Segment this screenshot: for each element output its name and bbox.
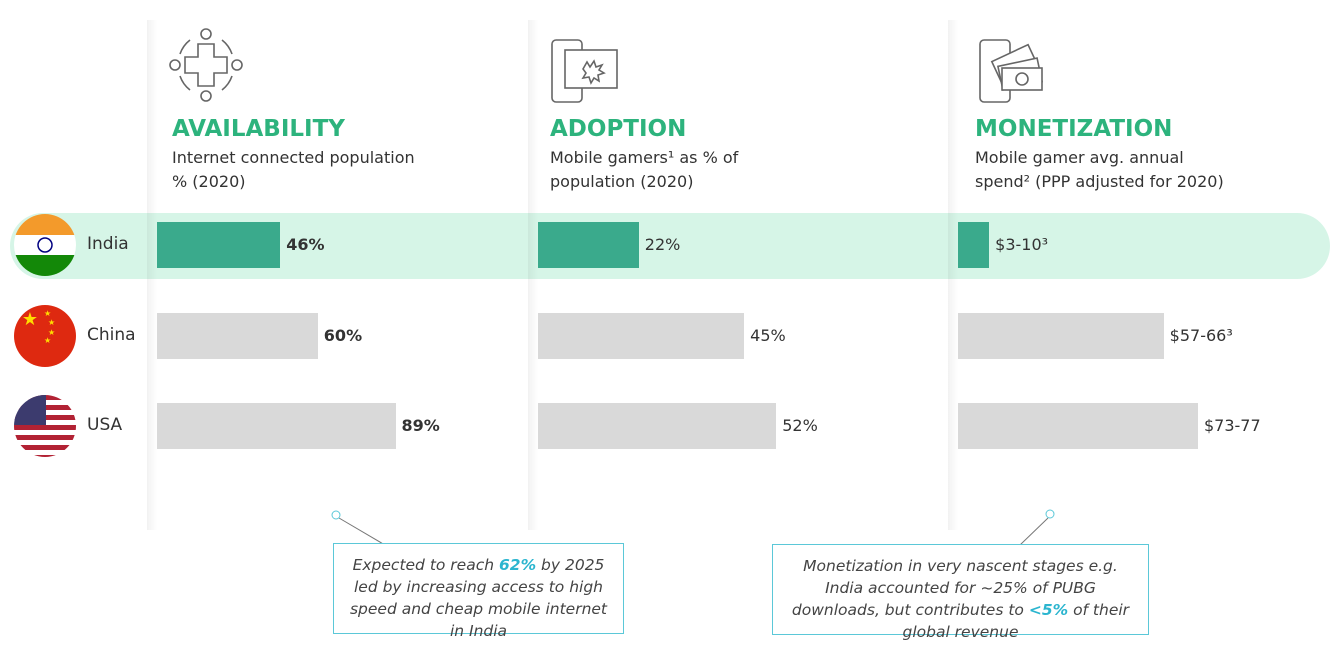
panel-title: AVAILABILITY [172, 116, 345, 142]
value-label: 46% [286, 235, 325, 254]
panel-subtitle: Mobile gamers¹ as % of population (2020) [550, 148, 739, 191]
bar [538, 313, 745, 359]
panel-title: ADOPTION [550, 116, 687, 142]
value-label: $57-66³ [1169, 326, 1233, 345]
panel-title: MONETIZATION [975, 116, 1173, 142]
annotation-text: Monetization in very nascent stages e.g.… [791, 557, 1118, 619]
panel-edge [147, 20, 157, 530]
category-label: India [87, 234, 129, 254]
value-label: 22% [644, 235, 681, 254]
category-label: China [87, 325, 136, 345]
bar [538, 222, 639, 268]
value-label: $3-10³ [995, 235, 1049, 254]
svg-text:★: ★ [22, 309, 38, 330]
panel-edge [948, 20, 958, 530]
flag-china: ★ ★★ ★★ [14, 305, 76, 367]
value-label: 89% [401, 416, 440, 435]
icon-adoption [551, 39, 618, 103]
annotation-text: by 2025 led by increasing access to high… [349, 556, 608, 640]
icon-availability [169, 28, 243, 102]
annotation-text: Expected to reach [352, 556, 499, 574]
bar [958, 222, 990, 268]
annotation-highlight: <5% [1028, 601, 1069, 619]
svg-text:★: ★ [44, 309, 51, 318]
connector [331, 509, 1055, 546]
panel-edge [528, 20, 538, 530]
panel-subtitle: Internet connected population % (2020) [172, 148, 415, 191]
flag-usa [14, 395, 76, 457]
svg-text:★: ★ [48, 328, 55, 337]
svg-text:★: ★ [48, 318, 55, 327]
annotation-text: of their global revenue [902, 601, 1130, 641]
value-label: $73-77 [1203, 416, 1261, 435]
value-label: 52% [782, 416, 818, 435]
value-label: 60% [323, 326, 363, 345]
category-label: USA [87, 415, 123, 435]
panel-subtitle: Mobile gamer avg. annual spend² (PPP adj… [975, 148, 1224, 191]
flag-india [14, 214, 76, 276]
bar [157, 222, 281, 268]
bar [157, 403, 396, 449]
svg-text:★: ★ [44, 336, 51, 345]
bar [958, 313, 1164, 359]
annotation: Monetization in very nascent stages e.g.… [772, 544, 1149, 641]
icon-monetization [979, 39, 1044, 103]
annotation-highlight: 62% [499, 556, 537, 574]
value-label: 45% [750, 326, 786, 345]
annotation: Expected to reach 62% by 2025 led by inc… [333, 543, 624, 640]
bar [538, 403, 777, 449]
bar [157, 313, 318, 359]
bar [958, 403, 1198, 449]
